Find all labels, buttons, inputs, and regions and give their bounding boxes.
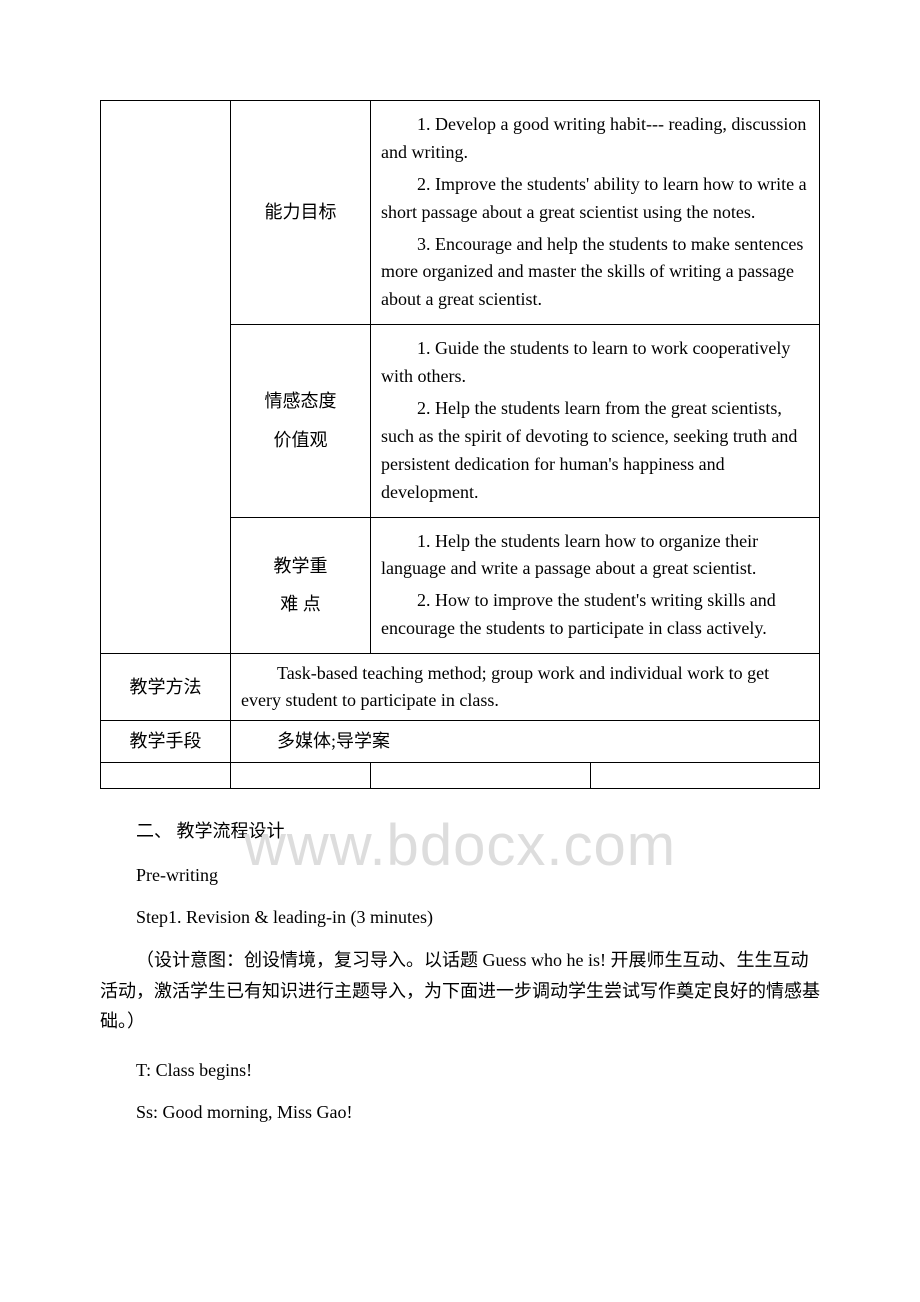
lesson-table: 能力目标 1. Develop a good writing habit--- … [100,100,820,789]
prewriting-label: Pre-writing [100,860,820,891]
attitude-p2: 2. Help the students learn from the grea… [381,395,809,507]
focus-p1: 1. Help the students learn how to organi… [381,528,809,584]
students-line: Ss: Good morning, Miss Gao! [100,1097,820,1128]
empty-cell [371,762,591,788]
ability-goal-p2: 2. Improve the students' ability to lear… [381,171,809,227]
table-row [101,762,820,788]
ability-goal-p3: 3. Encourage and help the students to ma… [381,231,809,315]
attitude-label-cell: 情感态度 价值观 [231,325,371,517]
design-intent: （设计意图：创设情境，复习导入。以话题 Guess who he is! 开展师… [100,945,820,1037]
empty-cell [591,762,820,788]
means-label: 教学手段 [101,721,231,763]
section-heading: 二、 教学流程设计 [100,817,820,846]
attitude-p1: 1. Guide the students to learn to work c… [381,335,809,391]
objectives-group-cell [101,101,231,654]
ability-goal-p1: 1. Develop a good writing habit--- readi… [381,111,809,167]
means-content: 多媒体;导学案 [231,721,820,763]
teacher-line: T: Class begins! [100,1055,820,1086]
table-row: 教学方法 Task-based teaching method; group w… [101,654,820,721]
attitude-label-line1: 情感态度 [241,387,360,416]
focus-p2: 2. How to improve the student's writing … [381,587,809,643]
method-label: 教学方法 [101,654,231,721]
focus-label-line2: 难 点 [241,590,360,619]
table-row: 教学手段 多媒体;导学案 [101,721,820,763]
empty-cell [101,762,231,788]
focus-label-cell: 教学重 难 点 [231,517,371,654]
ability-goal-label: 能力目标 [231,101,371,325]
focus-content: 1. Help the students learn how to organi… [371,517,820,654]
attitude-content: 1. Guide the students to learn to work c… [371,325,820,517]
attitude-label-line2: 价值观 [241,426,360,455]
table-row: 能力目标 1. Develop a good writing habit--- … [101,101,820,325]
page-container: www.bdocx.com 能力目标 1. Develop a good wri… [100,100,820,1128]
ability-goal-content: 1. Develop a good writing habit--- readi… [371,101,820,325]
focus-label-line1: 教学重 [241,552,360,581]
step1-title: Step1. Revision & leading-in (3 minutes) [100,902,820,933]
empty-cell [231,762,371,788]
method-content: Task-based teaching method; group work a… [231,654,820,721]
